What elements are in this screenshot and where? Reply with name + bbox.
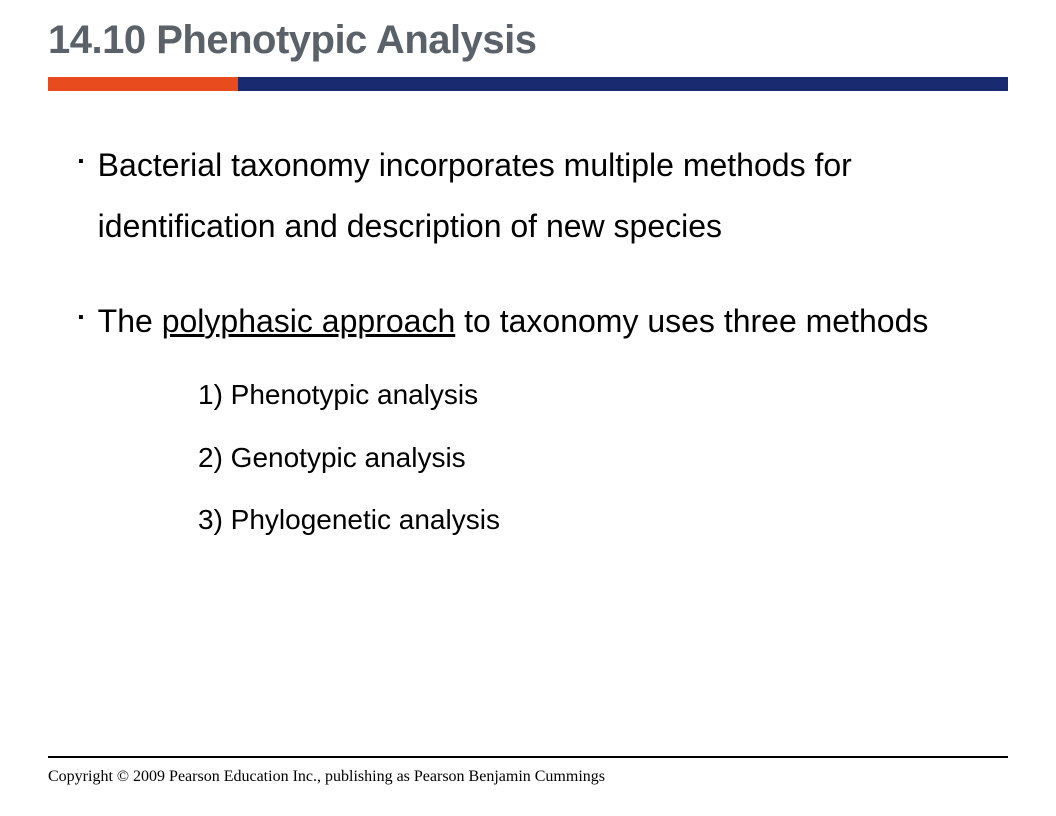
bullet-2-suffix: to taxonomy uses three methods — [455, 303, 928, 339]
bullet-marker-icon: ▪ — [78, 147, 84, 177]
slide: 14.10 Phenotypic Analysis ▪ Bacterial ta… — [0, 0, 1056, 816]
content-area: ▪ Bacterial taxonomy incorporates multip… — [48, 135, 1008, 539]
bullet-item-1: ▪ Bacterial taxonomy incorporates multip… — [78, 135, 998, 257]
bullet-2-prefix: The — [98, 303, 162, 339]
sub-item-3: 3) Phylogenetic analysis — [198, 502, 998, 538]
sub-list: 1) Phenotypic analysis 2) Genotypic anal… — [78, 377, 998, 538]
bullet-marker-icon: ▪ — [78, 303, 84, 333]
bullet-item-2: ▪ The polyphasic approach to taxonomy us… — [78, 291, 998, 352]
bullet-text-2: The polyphasic approach to taxonomy uses… — [98, 291, 929, 352]
footer-divider — [48, 756, 1008, 758]
rule-accent-left — [48, 77, 238, 91]
title-rule — [48, 77, 1008, 91]
sub-item-2: 2) Genotypic analysis — [198, 440, 998, 476]
sub-item-1: 1) Phenotypic analysis — [198, 377, 998, 413]
copyright-text: Copyright © 2009 Pearson Education Inc.,… — [48, 768, 605, 786]
rule-accent-right — [238, 77, 1008, 91]
bullet-2-underlined: polyphasic approach — [162, 303, 456, 339]
bullet-text-1: Bacterial taxonomy incorporates multiple… — [98, 135, 998, 257]
slide-title: 14.10 Phenotypic Analysis — [48, 18, 1008, 63]
